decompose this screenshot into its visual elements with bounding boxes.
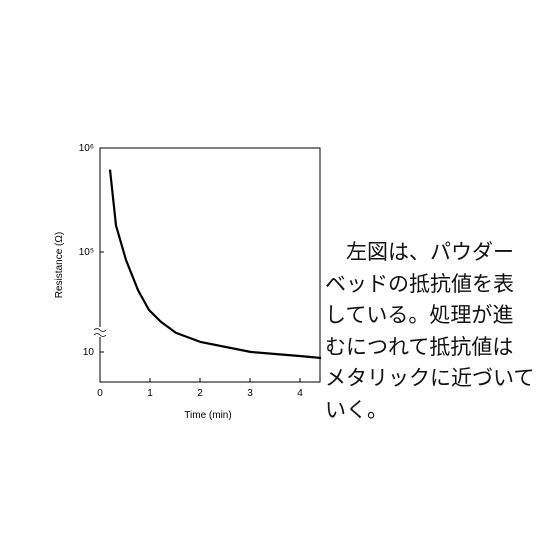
x-tick-label: 1 [147, 388, 153, 399]
x-axis-label: Time (min) [184, 410, 231, 421]
y-axis-label: Resistance (Ω) [54, 232, 65, 298]
text-line: いく。 [325, 397, 388, 422]
text-line: ベッドの抵抗値を表 [325, 271, 514, 296]
x-tick-label: 2 [197, 388, 203, 399]
y-tick-label: 10 [83, 347, 95, 358]
text-line: している。処理が進 [325, 303, 514, 327]
axis-break [93, 328, 107, 337]
text-line: 左図は、パウダー [325, 240, 514, 264]
text-line: むにつれて抵抗値は [325, 334, 514, 359]
x-tick-label: 3 [247, 388, 253, 399]
y-tick-label: 10⁶ [79, 143, 94, 154]
data-line [108, 169, 322, 360]
x-tick-label: 4 [297, 388, 303, 399]
y-tick-label: 10⁵ [79, 247, 94, 258]
x-tick-label: 0 [97, 388, 103, 399]
plot-frame [99, 147, 321, 383]
axis-break-gap [94, 327, 106, 337]
text-line: メタリックに近づいて [325, 366, 535, 390]
